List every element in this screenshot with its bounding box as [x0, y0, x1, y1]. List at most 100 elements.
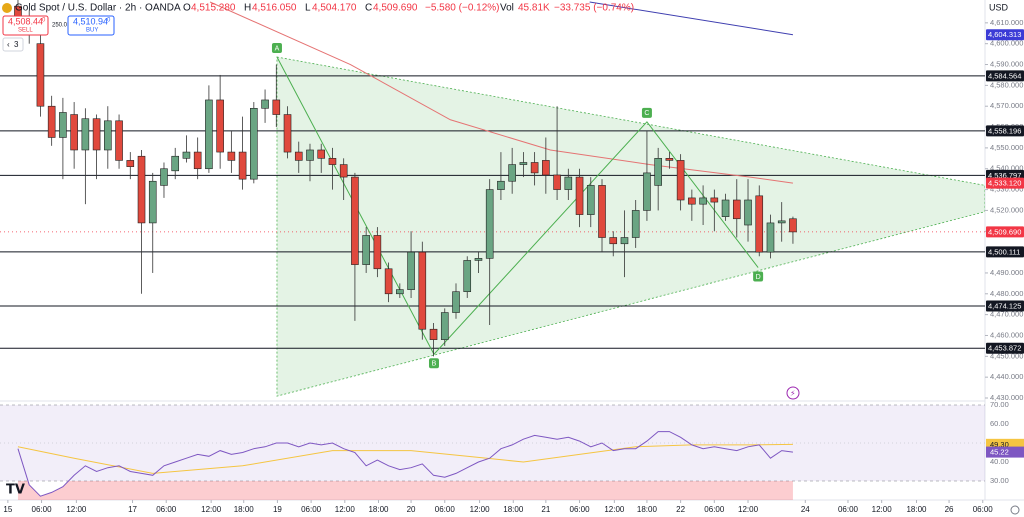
candle-body: [36, 43, 45, 107]
level-badge: [986, 246, 1024, 258]
rsi-line: [17, 431, 794, 497]
candle-body: [744, 199, 752, 226]
rsi-badge: [986, 446, 1024, 458]
rsi-panel: [0, 404, 985, 500]
y-tick-label: 4,480.000: [990, 289, 1023, 298]
indicator-count[interactable]: 3: [14, 40, 19, 49]
x-tick-label: 17: [128, 505, 137, 514]
symbol-icon: [2, 3, 12, 13]
level-label: 4,533.120: [988, 179, 1021, 188]
buy-sup[interactable]: 0: [107, 18, 111, 24]
candle-body: [126, 160, 135, 167]
candle-body: [328, 158, 337, 165]
candle-body: [294, 151, 303, 161]
level-badge: [986, 300, 1024, 312]
candle-body: [407, 251, 415, 290]
candle-body: [732, 199, 741, 220]
candle-body: [418, 251, 427, 330]
x-tick-label: 12:00: [604, 505, 625, 514]
candle-body: [485, 189, 494, 259]
sell-label[interactable]: SELL: [18, 28, 33, 34]
candle-body: [766, 222, 775, 253]
buy-price[interactable]: 4,510.94: [73, 16, 108, 26]
x-tick-label: 18:00: [234, 505, 255, 514]
chevron[interactable]: ‹: [7, 40, 10, 49]
ohlc-label: L: [305, 3, 311, 14]
rsi-ma-badge: [986, 438, 1024, 450]
ohlc-close: 4,509.690: [373, 3, 418, 14]
x-tick-label: 06:00: [301, 505, 322, 514]
candle-body: [227, 151, 236, 161]
rsi-tick-label: 30.00: [990, 476, 1009, 485]
candle-body: [429, 328, 438, 340]
event-icon[interactable]: [786, 386, 800, 400]
candle-body: [586, 185, 595, 215]
candle-body: [519, 162, 528, 165]
rsi-ma-value: 49.30: [990, 440, 1009, 449]
ohlc-label: C: [365, 3, 372, 14]
sell-sup[interactable]: 0: [42, 18, 46, 24]
candle-body: [631, 210, 640, 238]
x-tick-label: 06:00: [32, 505, 53, 514]
buy-button[interactable]: [67, 15, 115, 36]
candle-body: [789, 218, 797, 233]
x-tick-label: 22: [676, 505, 685, 514]
x-tick-label: 12:00: [872, 505, 893, 514]
y-tick-label: 4,540.000: [990, 164, 1023, 173]
settings-icon[interactable]: [1010, 505, 1020, 515]
x-tick-label: 26: [945, 505, 954, 514]
candle-body: [216, 99, 224, 153]
y-tick-label: 4,530.000: [990, 185, 1023, 194]
buy-label[interactable]: BUY: [86, 28, 98, 34]
candle-body: [688, 197, 696, 205]
pattern-point-badge: [753, 271, 764, 282]
volume: 45.81K: [518, 3, 550, 14]
candle-body: [306, 149, 314, 161]
pattern-point-label: C: [644, 110, 649, 117]
candle-body: [463, 260, 472, 293]
sell-price[interactable]: 4,508.44: [8, 16, 43, 26]
pattern-point-label: A: [275, 45, 280, 52]
x-tick-label: 15: [3, 505, 12, 514]
candle-body: [452, 291, 460, 313]
x-tick-label: 24: [801, 505, 810, 514]
y-tick-label: 4,610.000: [990, 18, 1023, 27]
candle-body: [598, 185, 606, 238]
candle-body: [508, 164, 516, 182]
pattern-point-badge: [271, 43, 282, 54]
candle-body: [643, 172, 651, 211]
level-badge: [986, 29, 1024, 41]
x-tick-label: 21: [541, 505, 550, 514]
x-tick-label: 12:00: [738, 505, 759, 514]
candle-body: [339, 164, 348, 178]
candle-body: [542, 160, 550, 176]
y-tick-label: 4,570.000: [990, 101, 1023, 110]
candle-body: [553, 174, 561, 190]
x-tick-label: 19: [273, 505, 282, 514]
candle-body: [665, 158, 674, 161]
level-label: 4,536.797: [988, 171, 1021, 180]
candle-body: [351, 176, 359, 265]
candle-body: [250, 107, 258, 180]
candle-body: [620, 237, 629, 245]
x-tick-label: 06:00: [973, 505, 994, 514]
level-badge: [986, 125, 1024, 137]
level-badge: [986, 342, 1024, 354]
indicator-toggle[interactable]: [2, 37, 24, 52]
x-tick-label: 12:00: [335, 505, 356, 514]
rsi-value: 45.22: [990, 448, 1009, 457]
event-icon-glyph[interactable]: ⚡: [790, 389, 796, 398]
ohlc-label: H: [244, 3, 251, 14]
pattern-point-badge: [428, 358, 439, 369]
sell-button[interactable]: [2, 15, 49, 36]
level-badge: [986, 177, 1024, 189]
x-tick-label: 12:00: [470, 505, 491, 514]
moving-average: [589, 1, 794, 36]
rsi-oversold-fill: [17, 481, 793, 500]
candle-body: [70, 114, 78, 151]
x-tick-label: 18:00: [906, 505, 927, 514]
y-tick-label: 4,460.000: [990, 330, 1023, 339]
x-tick-label: 06:00: [570, 505, 591, 514]
